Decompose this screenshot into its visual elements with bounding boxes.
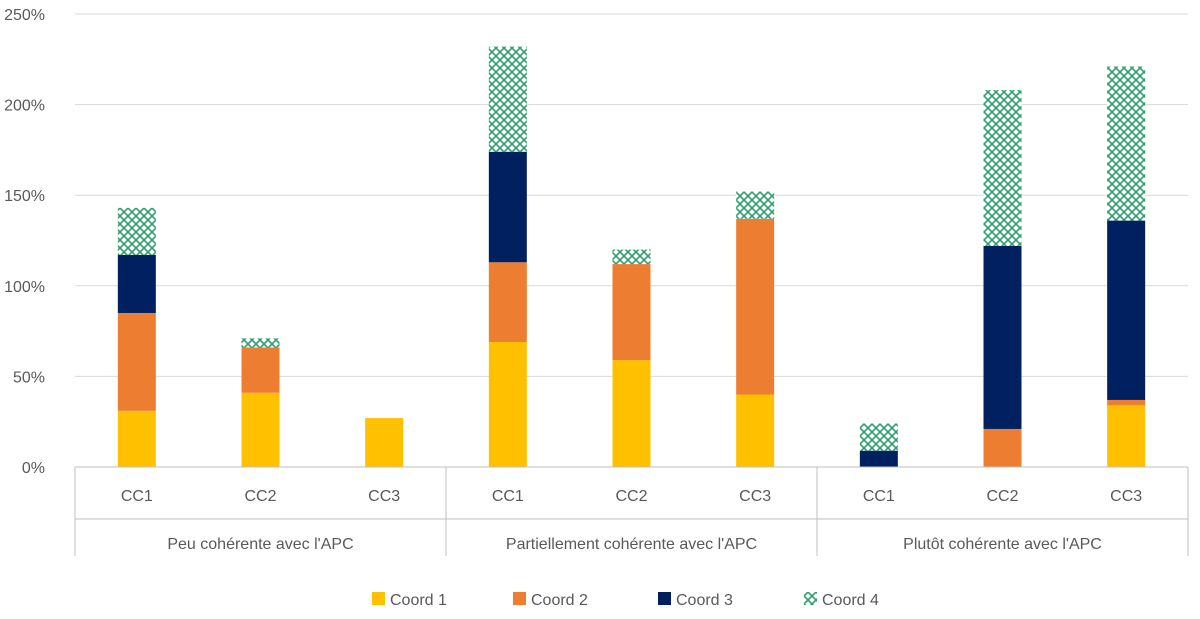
- bar-segment-coord-4: [488, 46, 527, 152]
- bar-segment-coord-3: [983, 245, 1022, 429]
- bar-segment-coord-1: [365, 418, 404, 467]
- legend-swatch: [804, 592, 817, 605]
- y-tick-label: 0%: [22, 460, 45, 477]
- y-axis-tick-labels: 0% 50% 100% 150% 200% 250%: [4, 7, 45, 477]
- x-category-label: CC3: [1110, 488, 1142, 505]
- x-category-label: CC2: [986, 488, 1018, 505]
- bar-segment-coord-1: [736, 394, 775, 467]
- bars: [117, 46, 1146, 467]
- x-group-label: Plutôt cohérente avec l'APC: [903, 536, 1102, 553]
- y-tick-label: 50%: [13, 369, 45, 386]
- legend-label: Coord 4: [822, 592, 879, 609]
- bar-segment-coord-4: [241, 338, 280, 348]
- y-tick-label: 200%: [4, 98, 45, 115]
- x-group-label: Partiellement cohérente avec l'APC: [506, 536, 757, 553]
- legend: Coord 1 Coord 2 Coord 3 Coord 4: [372, 592, 879, 609]
- bar-segment-coord-2: [736, 218, 775, 395]
- bar-segment-coord-3: [859, 450, 898, 467]
- bar-segment-coord-1: [117, 410, 156, 467]
- y-tick-label: 100%: [4, 279, 45, 296]
- x-category-label: CC3: [368, 488, 400, 505]
- x-axis: CC1 CC2 CC3 Peu cohérente avec l'APC CC1 CC2 C…: [74, 466, 1189, 556]
- x-category-label: CC2: [244, 488, 276, 505]
- legend-swatch: [513, 592, 526, 605]
- bar-segment-coord-2: [1107, 399, 1146, 406]
- bar-segment-coord-3: [488, 151, 527, 263]
- bar-segment-coord-1: [241, 392, 280, 467]
- y-tick-label: 150%: [4, 188, 45, 205]
- bar-segment-coord-4: [612, 249, 651, 265]
- bar-segment-coord-2: [117, 312, 156, 411]
- bar-segment-coord-3: [1107, 220, 1146, 400]
- legend-swatch: [372, 592, 385, 605]
- bar-segment-coord-4: [736, 191, 775, 219]
- bar-segment-coord-4: [983, 90, 1022, 246]
- bar-segment-coord-4: [859, 423, 898, 451]
- legend-label: Coord 3: [676, 592, 733, 609]
- bar-segment-coord-1: [612, 360, 651, 467]
- legend-label: Coord 2: [531, 592, 588, 609]
- x-group-label: Peu cohérente avec l'APC: [167, 536, 353, 553]
- bar-segment-coord-4: [1107, 66, 1146, 221]
- x-category-label: CC2: [615, 488, 647, 505]
- x-category-label: CC1: [863, 488, 895, 505]
- x-category-label: CC3: [739, 488, 771, 505]
- bar-segment-coord-1: [1107, 405, 1146, 467]
- bar-segment-coord-4: [117, 207, 156, 255]
- y-tick-label: 250%: [4, 7, 45, 24]
- bar-segment-coord-2: [488, 262, 527, 342]
- bar-segment-coord-2: [241, 347, 280, 393]
- bar-segment-coord-1: [488, 341, 527, 467]
- bar-segment-coord-2: [983, 428, 1022, 467]
- x-category-label: CC1: [121, 488, 153, 505]
- x-category-label: CC1: [492, 488, 524, 505]
- legend-swatch: [658, 592, 671, 605]
- legend-label: Coord 1: [390, 592, 447, 609]
- bar-segment-coord-3: [117, 254, 156, 313]
- bar-segment-coord-2: [612, 264, 651, 361]
